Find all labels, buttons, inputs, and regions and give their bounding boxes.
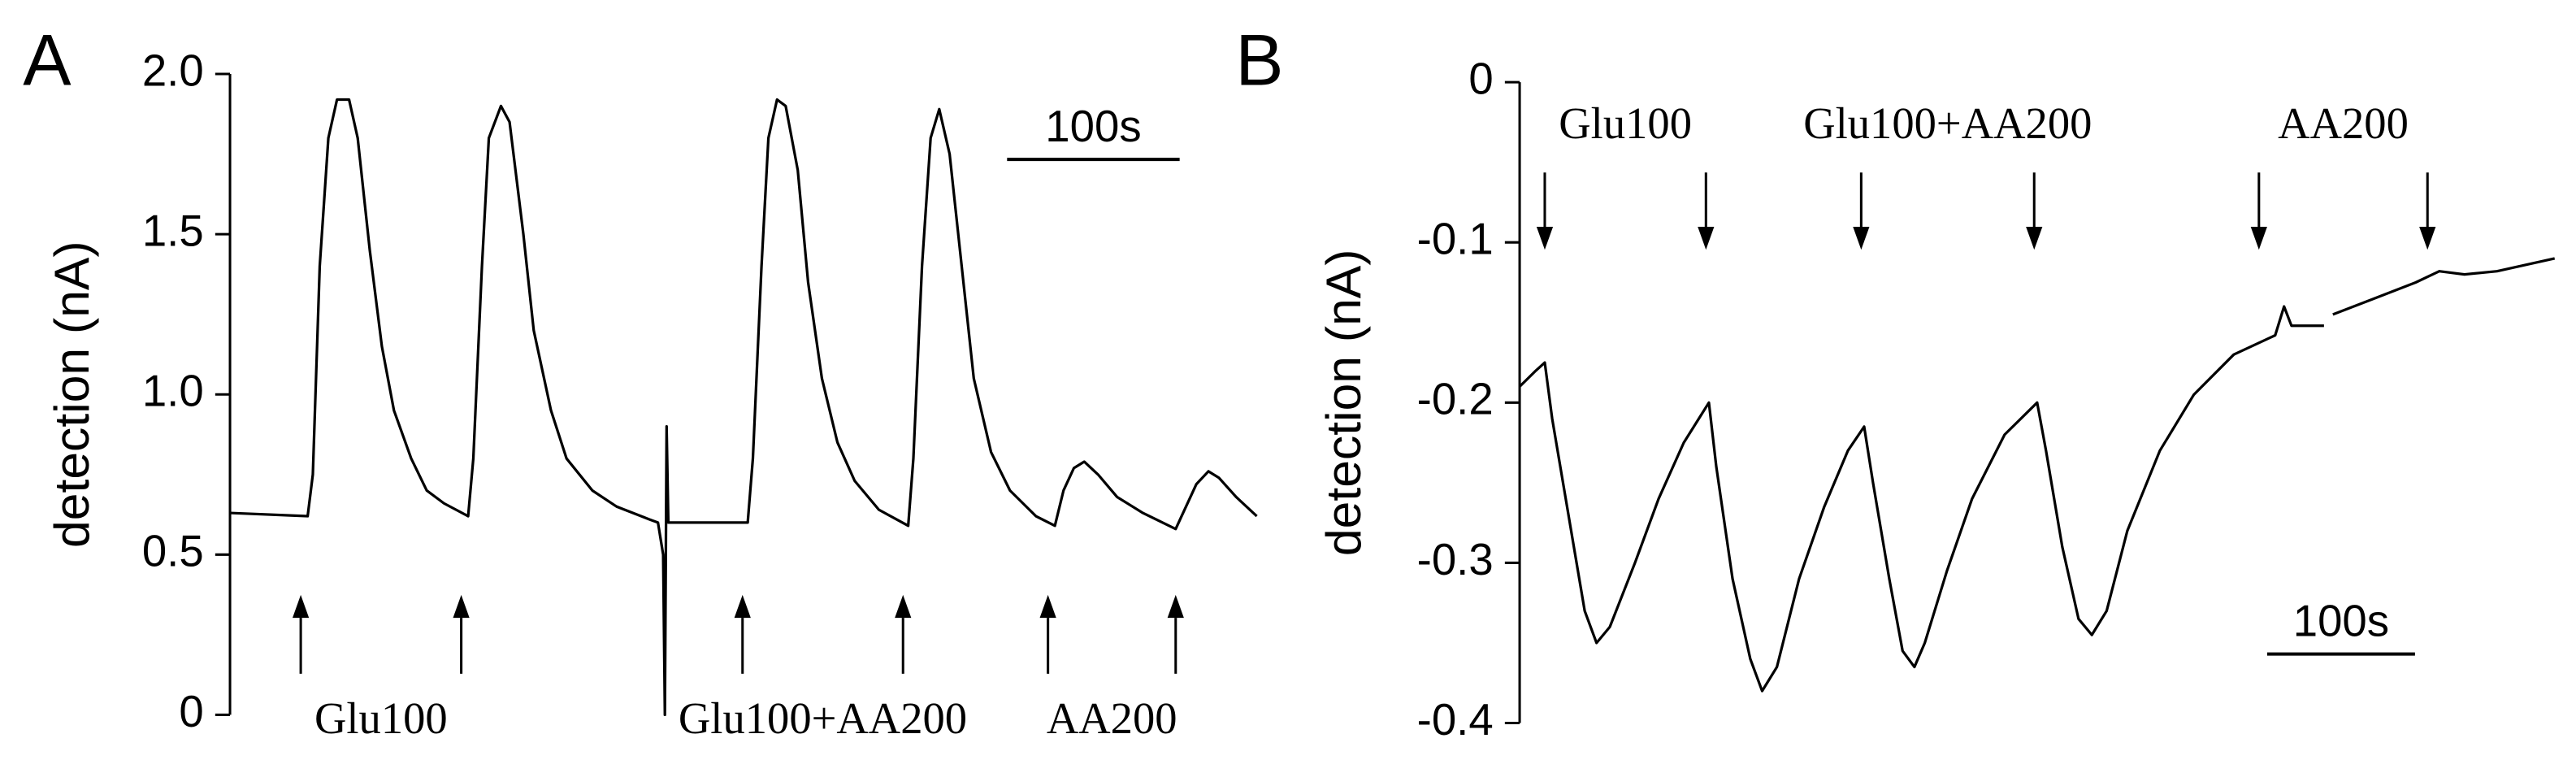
panel-label: B <box>1235 19 1283 100</box>
arrow-head <box>1536 226 1554 250</box>
trace <box>2332 257 2556 316</box>
arrow-head <box>1167 594 1184 619</box>
y-tick-label: 1.0 <box>142 367 204 416</box>
scale-bar-label: 100s <box>2293 597 2389 646</box>
y-tick-label: -0.2 <box>1417 375 1494 424</box>
stimulus-arrow <box>2250 172 2267 250</box>
y-tick-label: 0 <box>179 687 203 736</box>
stimulus-arrow <box>1536 172 1554 250</box>
stimulus-arrow <box>292 594 310 674</box>
stimulus-label: Glu100+AA200 <box>679 693 967 743</box>
stimulus-arrow <box>453 594 470 674</box>
stimulus-label: Glu100+AA200 <box>1803 98 2092 148</box>
trace <box>1518 305 2324 693</box>
stimulus-arrow <box>1039 594 1056 674</box>
arrow-head <box>2250 226 2267 250</box>
y-tick-label: 1.5 <box>142 206 204 256</box>
stimulus-label: Glu100 <box>1559 98 1692 148</box>
scale-bar-label: 100s <box>1045 102 1141 151</box>
arrow-head <box>1853 226 1870 250</box>
arrow-head <box>453 594 470 619</box>
arrow-head <box>2026 226 2043 250</box>
stimulus-arrow <box>1698 172 1715 250</box>
y-axis-label: detection (nA) <box>44 241 99 548</box>
stimulus-arrow <box>895 594 912 674</box>
y-tick-label: 2.0 <box>142 46 204 95</box>
stimulus-arrow <box>2026 172 2043 250</box>
panel-label: A <box>23 19 72 100</box>
stimulus-arrow <box>1167 594 1184 674</box>
arrow-head <box>895 594 912 619</box>
arrow-head <box>2419 226 2436 250</box>
y-tick-label: -0.3 <box>1417 535 1494 584</box>
stimulus-arrow <box>734 594 751 674</box>
stimulus-arrow <box>2419 172 2436 250</box>
stimulus-label: AA200 <box>2278 98 2409 148</box>
trace <box>229 98 1258 717</box>
y-axis-label: detection (nA) <box>1316 250 1371 557</box>
stimulus-arrow <box>1853 172 1870 250</box>
arrow-head <box>292 594 310 619</box>
arrow-head <box>734 594 751 619</box>
y-tick-label: -0.4 <box>1417 695 1494 745</box>
y-tick-label: 0 <box>1468 54 1493 104</box>
arrow-head <box>1698 226 1715 250</box>
arrow-head <box>1039 594 1056 619</box>
y-tick-label: -0.1 <box>1417 215 1494 264</box>
stimulus-label: AA200 <box>1047 693 1177 743</box>
y-tick-label: 0.5 <box>142 527 204 576</box>
stimulus-label: Glu100 <box>314 693 448 743</box>
